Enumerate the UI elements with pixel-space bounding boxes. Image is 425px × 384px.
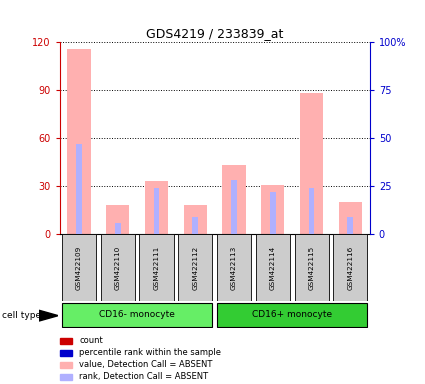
Bar bbox=[101, 234, 135, 301]
Text: CD16+ monocyte: CD16+ monocyte bbox=[252, 310, 332, 319]
Text: GSM422109: GSM422109 bbox=[76, 246, 82, 290]
Bar bbox=[115, 223, 121, 234]
Bar bbox=[339, 202, 362, 234]
Bar bbox=[62, 234, 96, 301]
Bar bbox=[145, 182, 168, 234]
Bar bbox=[178, 234, 212, 301]
Bar bbox=[300, 93, 323, 234]
Bar bbox=[231, 180, 237, 234]
Bar bbox=[309, 188, 314, 234]
Bar bbox=[348, 217, 353, 234]
Bar bbox=[60, 374, 72, 380]
Bar bbox=[222, 166, 246, 234]
Bar bbox=[60, 350, 72, 356]
Text: CD16- monocyte: CD16- monocyte bbox=[99, 310, 175, 319]
Bar bbox=[193, 217, 198, 234]
Bar bbox=[106, 205, 129, 234]
Bar bbox=[139, 234, 173, 301]
Text: count: count bbox=[79, 336, 103, 345]
Text: GSM422111: GSM422111 bbox=[153, 246, 159, 290]
Title: GDS4219 / 233839_at: GDS4219 / 233839_at bbox=[146, 26, 283, 40]
Bar bbox=[62, 303, 212, 327]
Bar bbox=[60, 338, 72, 344]
Polygon shape bbox=[39, 310, 58, 321]
Text: percentile rank within the sample: percentile rank within the sample bbox=[79, 348, 221, 357]
Bar bbox=[270, 192, 276, 234]
Bar bbox=[295, 234, 329, 301]
Bar bbox=[333, 234, 368, 301]
Text: rank, Detection Call = ABSENT: rank, Detection Call = ABSENT bbox=[79, 372, 209, 381]
Bar bbox=[256, 234, 290, 301]
Bar bbox=[67, 49, 91, 234]
Text: GSM422110: GSM422110 bbox=[115, 246, 121, 290]
Text: value, Detection Call = ABSENT: value, Detection Call = ABSENT bbox=[79, 360, 213, 369]
Bar bbox=[217, 303, 368, 327]
Text: GSM422115: GSM422115 bbox=[309, 246, 314, 290]
Text: GSM422112: GSM422112 bbox=[192, 246, 198, 290]
Text: cell type: cell type bbox=[2, 311, 41, 320]
Bar bbox=[184, 205, 207, 234]
Bar bbox=[153, 188, 159, 234]
Bar bbox=[60, 362, 72, 368]
Bar bbox=[76, 144, 82, 234]
Bar bbox=[261, 185, 284, 234]
Text: GSM422114: GSM422114 bbox=[270, 246, 276, 290]
Text: GSM422116: GSM422116 bbox=[347, 246, 353, 290]
Bar bbox=[217, 234, 251, 301]
Text: GSM422113: GSM422113 bbox=[231, 246, 237, 290]
